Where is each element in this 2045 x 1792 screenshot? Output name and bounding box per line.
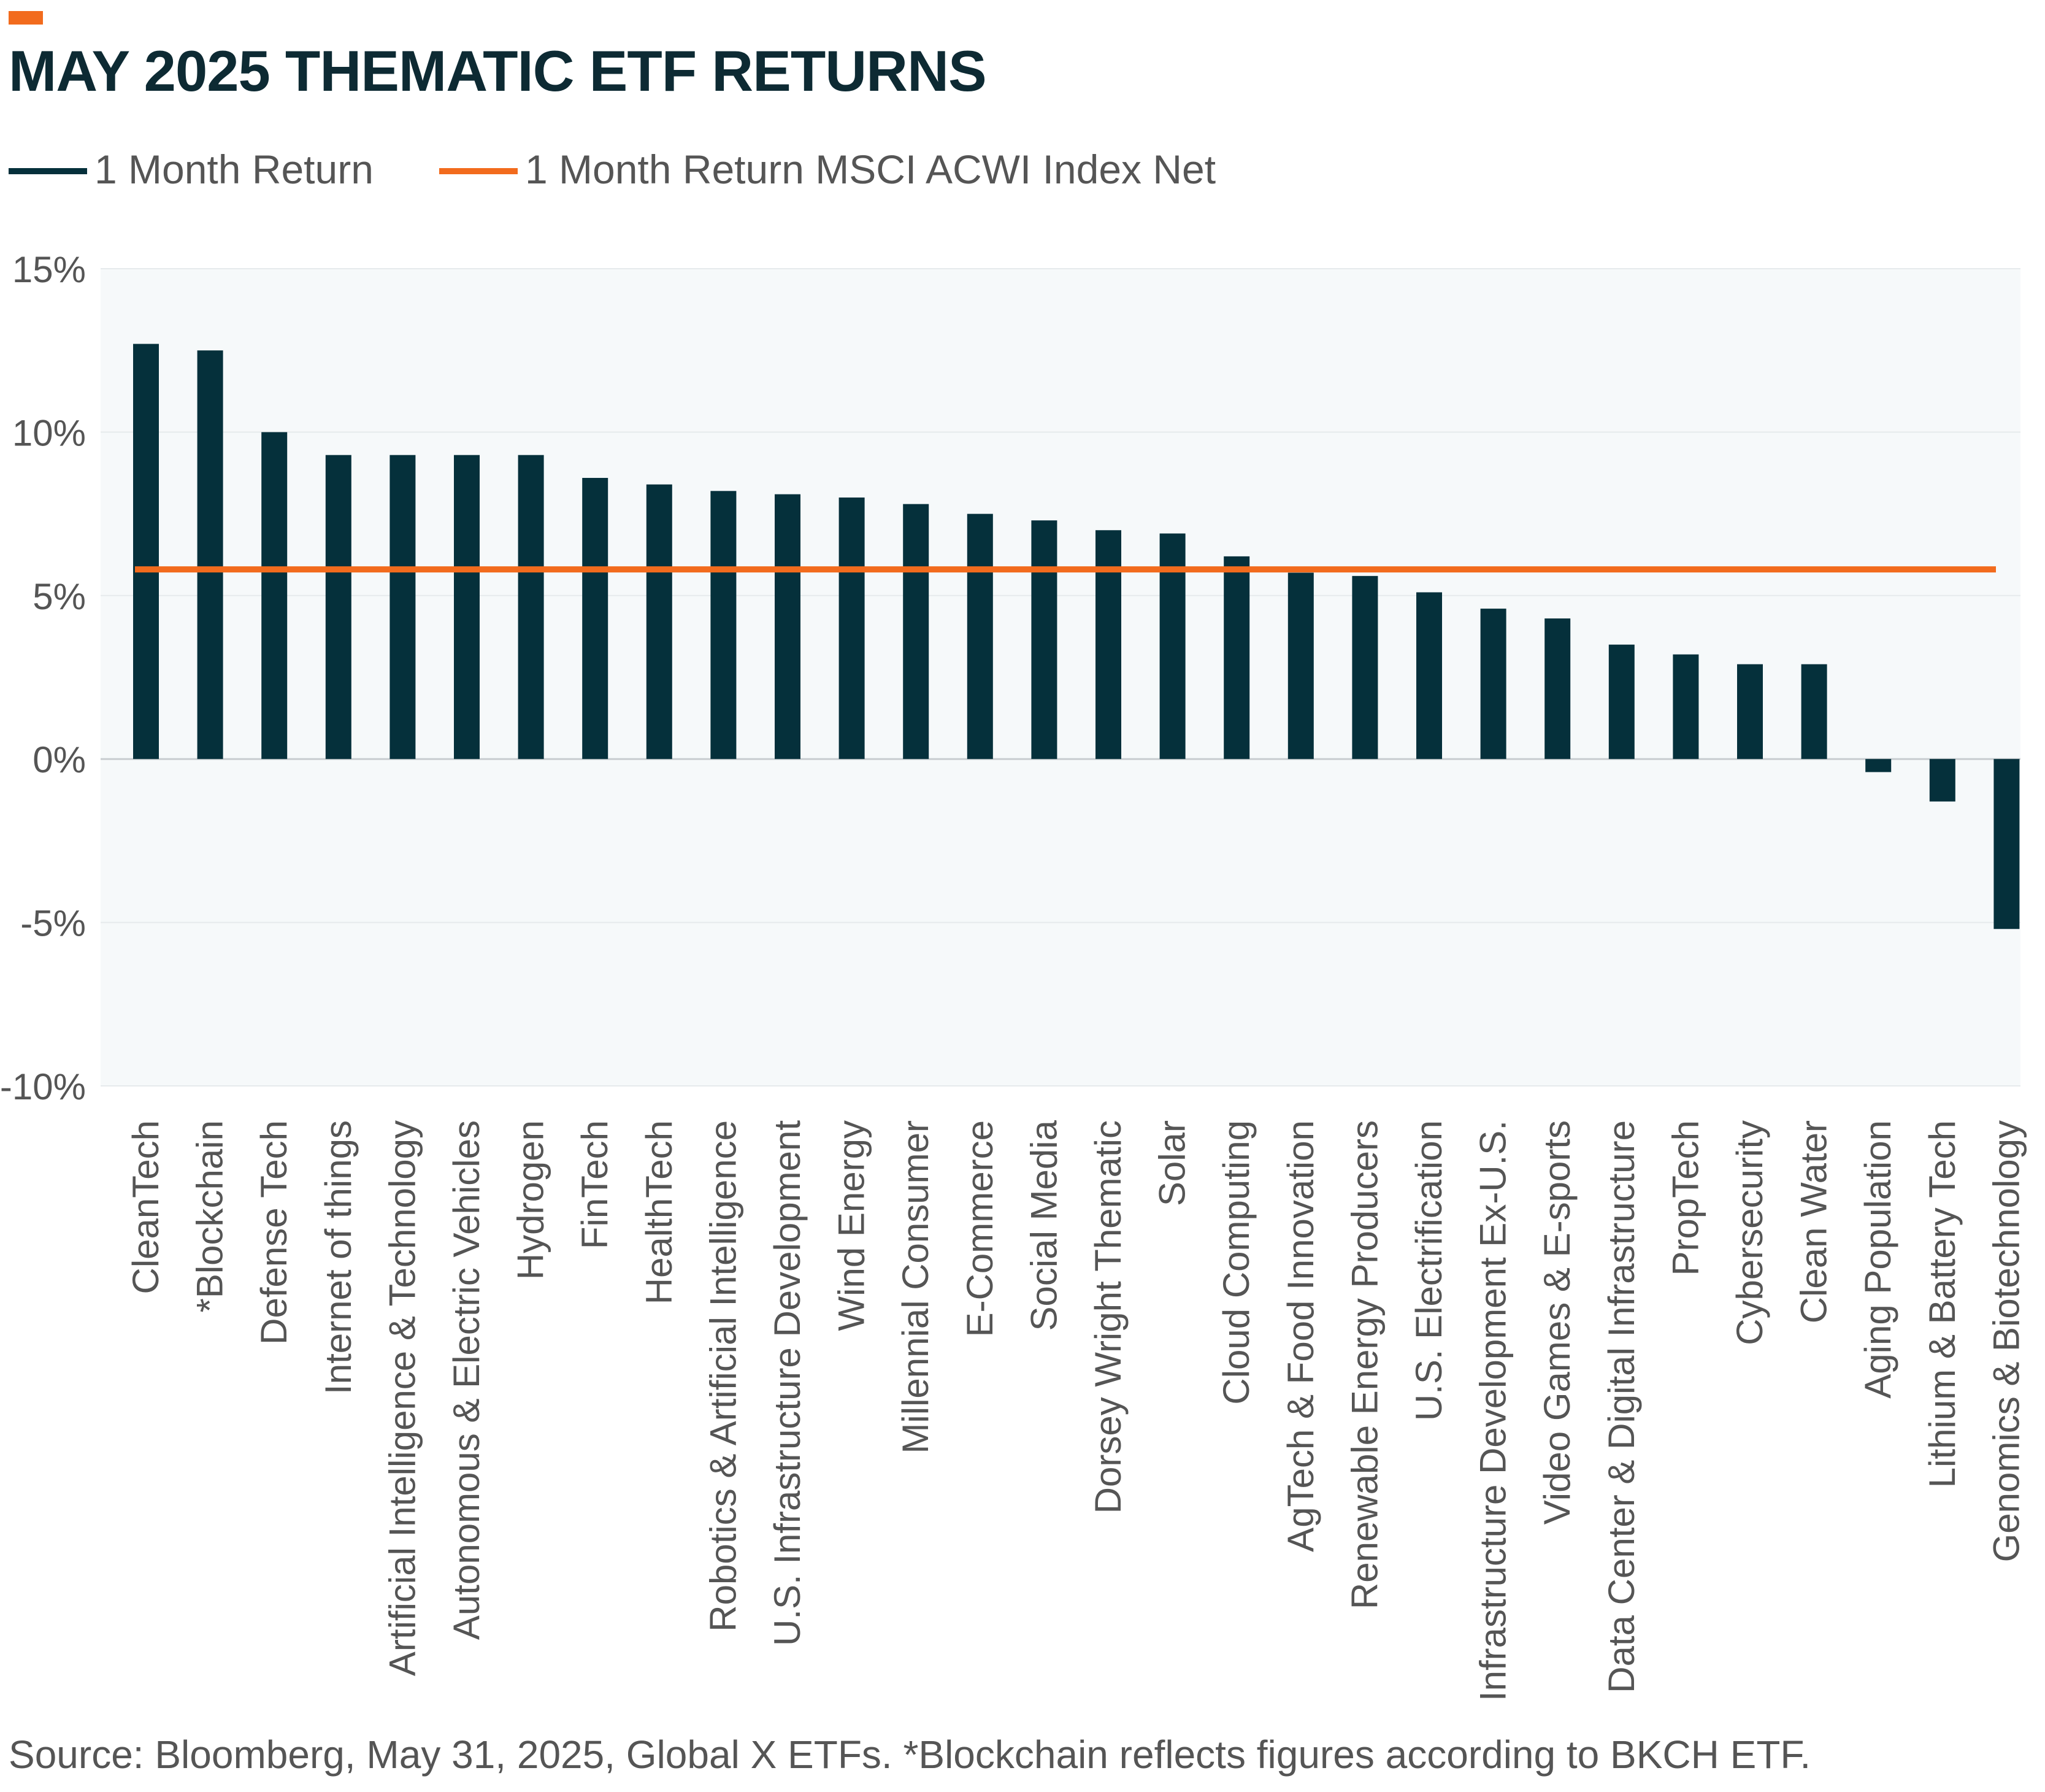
x-tick-label: U.S. Infrastructure Development: [767, 1120, 808, 1646]
x-tick-label: Millennial Consumer: [895, 1120, 936, 1454]
x-tick-label: Lithium & Battery Tech: [1922, 1120, 1963, 1488]
x-tick-label: Dorsey Wright Thematic: [1088, 1120, 1129, 1513]
bar: [1224, 556, 1250, 759]
chart-title: MAY 2025 THEMATIC ETF RETURNS: [9, 39, 987, 103]
bar: [1865, 759, 1892, 772]
bar: [1608, 644, 1635, 759]
x-tick-label: Internet of things: [318, 1120, 359, 1394]
legend-label-msci-acwi: 1 Month Return MSCI ACWI Index Net: [525, 147, 1216, 192]
title-accent-bar: [9, 11, 43, 25]
bar: [710, 491, 737, 759]
x-tick-label: FinTech: [574, 1120, 615, 1249]
y-tick-label: -10%: [0, 1066, 86, 1107]
x-tick-label: AgTech & Food Innovation: [1280, 1120, 1321, 1552]
bar: [1031, 520, 1057, 759]
bar: [518, 455, 544, 759]
legend-label-1-month-return: 1 Month Return: [94, 147, 374, 192]
x-tick-label: Social Media: [1023, 1120, 1064, 1331]
bar: [1673, 654, 1699, 759]
bar: [903, 504, 929, 759]
y-tick-label: 10%: [12, 412, 86, 453]
x-tick-label: CleanTech: [125, 1120, 166, 1294]
x-tick-label: Hydrogen: [510, 1120, 551, 1280]
x-tick-label: *Blockchain: [190, 1120, 231, 1313]
x-tick-label: Clean Water: [1794, 1120, 1835, 1323]
bar: [1287, 572, 1314, 759]
x-tick-label: PropTech: [1665, 1120, 1706, 1275]
bar: [582, 477, 608, 759]
x-tick-label: Cloud Computing: [1216, 1120, 1257, 1405]
x-tick-label: Defense Tech: [253, 1120, 294, 1345]
x-tick-label: Autonomous & Electric Vehicles: [446, 1120, 487, 1640]
x-tick-label: Artificial Intelligence & Technology: [382, 1120, 423, 1676]
legend-swatch-msci-acwi: [439, 168, 518, 174]
x-tick-label: HealthTech: [639, 1120, 680, 1304]
bar: [1993, 759, 2020, 929]
x-tick-label: Aging Population: [1857, 1120, 1898, 1399]
bar: [1416, 592, 1442, 759]
y-tick-label: -5%: [20, 903, 86, 944]
legend-swatch-1-month-return: [9, 168, 87, 174]
bar: [646, 484, 672, 759]
x-tick-label: Cybersecurity: [1729, 1120, 1770, 1345]
x-tick-label: Robotics & Artificial Intelligence: [702, 1120, 743, 1632]
x-tick-label: Solar: [1152, 1120, 1193, 1206]
x-tick-label: E-Commerce: [959, 1120, 1000, 1337]
x-tick-label: U.S. Electrification: [1408, 1120, 1449, 1421]
x-tick-label: Data Center & Digital Infrastructure: [1601, 1120, 1642, 1693]
bar: [325, 455, 351, 759]
bar: [261, 432, 288, 759]
bar: [1352, 575, 1378, 759]
x-tick-label: Infrastructure Development Ex-U.S.: [1473, 1120, 1514, 1701]
bar: [197, 350, 223, 759]
bar: [1929, 759, 1955, 802]
y-tick-label: 5%: [33, 576, 86, 617]
bar: [1480, 609, 1506, 759]
x-tick-label: Wind Energy: [831, 1120, 872, 1331]
x-tick-label: Genomics & Biotechnology: [1986, 1120, 2027, 1562]
y-tick-label: 15%: [12, 249, 86, 290]
bar: [133, 344, 159, 759]
x-tick-label: Video Games & E-sports: [1537, 1120, 1578, 1525]
bar: [967, 513, 993, 759]
bar: [838, 497, 865, 759]
source-note: Source: Bloomberg, May 31, 2025, Global …: [9, 1732, 1811, 1777]
bar: [1737, 664, 1763, 759]
bar: [454, 455, 480, 759]
bar: [389, 455, 416, 759]
bar: [775, 494, 800, 759]
bar: [1095, 530, 1121, 759]
plot-area: [101, 269, 2020, 1086]
x-tick-label: Renewable Energy Producers: [1344, 1120, 1385, 1609]
bar: [1544, 618, 1571, 759]
y-tick-label: 0%: [33, 739, 86, 780]
bar: [1801, 664, 1827, 759]
